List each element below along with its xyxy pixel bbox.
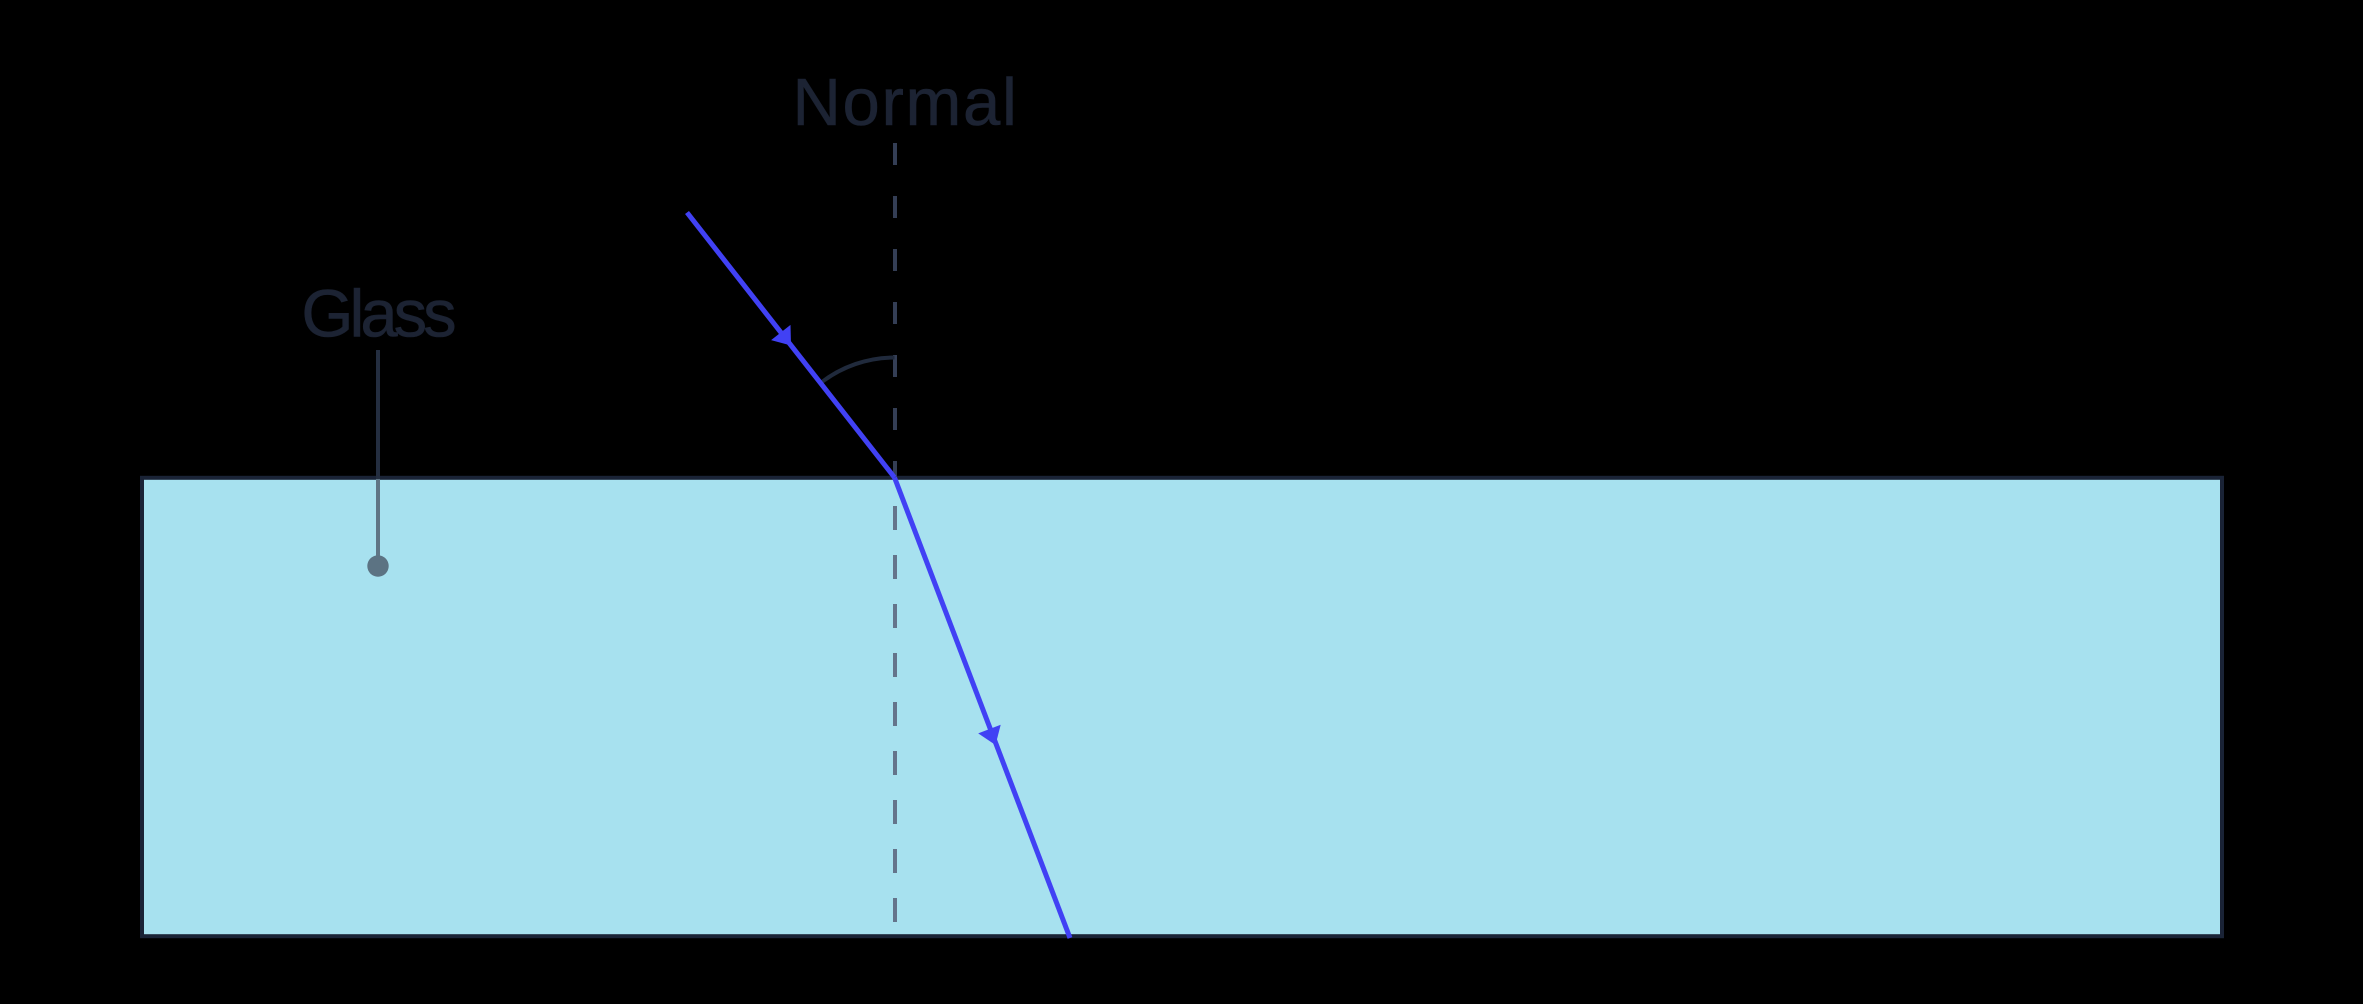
svg-text:Normal: Normal (792, 65, 1018, 140)
svg-text:Glass: Glass (301, 277, 455, 352)
